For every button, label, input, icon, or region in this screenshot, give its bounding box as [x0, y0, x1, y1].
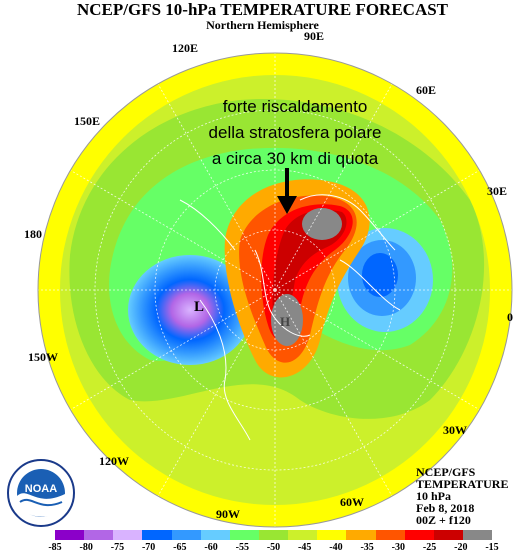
lon-label-30e: 30E	[487, 184, 508, 198]
colorbar-tick-label: -30	[391, 542, 406, 553]
colorbar-swatch	[317, 530, 347, 540]
colorbar-swatch	[113, 530, 143, 540]
colorbar-swatch	[258, 530, 289, 540]
colorbar-tick-label: -20	[454, 542, 468, 553]
chart-title: NCEP/GFS 10-hPa TEMPERATURE FORECAST	[76, 0, 449, 19]
info-block: NCEP/GFS TEMPERATURE 10 hPa Feb 8, 2018 …	[416, 466, 508, 526]
graticule	[38, 53, 512, 527]
warm-core-south	[271, 294, 303, 346]
colorbar-swatch	[404, 530, 434, 540]
map-border	[37, 52, 513, 528]
colorbar-swatch	[142, 530, 172, 540]
colorbar-tick-label: -65	[173, 542, 187, 553]
colorbar-swatch	[288, 530, 318, 540]
lon-label-60e: 60E	[416, 83, 437, 97]
lon-label-120w: 120W	[99, 454, 129, 468]
colorbar-swatch	[462, 530, 493, 540]
lon-label-0: 0	[507, 310, 513, 324]
coastlines	[179, 194, 401, 441]
info-line-date: Feb 8, 2018	[416, 501, 475, 515]
chart-subtitle: Northern Hemisphere	[206, 18, 319, 32]
colorbar-swatch	[229, 530, 259, 540]
colorbar-swatch	[55, 530, 85, 540]
lon-label-90e: 90E	[304, 29, 325, 43]
lon-label-150e: 150E	[74, 114, 101, 128]
colorbar-tick-label: -35	[360, 542, 374, 553]
info-line-level: 10 hPa	[416, 489, 452, 503]
annotation-line-3: a circa 30 km di quota	[211, 149, 379, 168]
lon-label-90w: 90W	[216, 507, 240, 521]
noaa-logo-icon: NOAA	[7, 459, 75, 527]
info-line-run: 00Z + f120	[416, 513, 471, 527]
colorbar-tick-label: -55	[235, 542, 249, 553]
lon-label-30w: 30W	[443, 423, 467, 437]
annotation-text: forte riscaldamento della stratosfera po…	[170, 94, 420, 172]
colorbar	[55, 530, 493, 540]
lon-label-180: 180	[24, 227, 42, 241]
annotation-arrow	[277, 168, 297, 214]
colorbar-tick-label: -85	[48, 542, 62, 553]
lon-label-150w: 150W	[28, 350, 58, 364]
colorbar-tick-label: -60	[204, 542, 218, 553]
colorbar-swatch	[346, 530, 376, 540]
logo-text: NOAA	[25, 483, 57, 495]
colorbar-tick-label: -50	[266, 542, 281, 553]
cold-vortex-west	[128, 255, 252, 365]
colorbar-tick-label: -75	[110, 542, 125, 553]
colorbar-tick-label: -70	[141, 542, 156, 553]
low-marker: L	[194, 299, 205, 315]
colorbar-tick-label: -15	[485, 542, 499, 553]
colorbar-swatch	[84, 530, 114, 540]
colorbar-swatch	[200, 530, 230, 540]
info-line-variable: TEMPERATURE	[416, 477, 509, 491]
lon-label-120e: 120E	[172, 41, 199, 55]
colorbar-tick-label: -25	[422, 542, 437, 553]
annotation-line-2: della stratosfera polare	[208, 123, 382, 142]
colorbar-swatch	[375, 530, 405, 540]
lon-label-60w: 60W	[340, 495, 364, 509]
info-line-model: NCEP/GFS	[416, 465, 476, 479]
warm-core-north	[302, 208, 342, 240]
colorbar-tick-label: -45	[298, 542, 312, 553]
high-marker: H	[280, 314, 291, 329]
colorbar-swatch	[171, 530, 201, 540]
colorbar-swatch	[433, 530, 463, 540]
annotation-line-1: forte riscaldamento	[222, 97, 368, 116]
colorbar-tick-label: -80	[79, 542, 93, 553]
colorbar-tick-label: -40	[329, 542, 343, 553]
